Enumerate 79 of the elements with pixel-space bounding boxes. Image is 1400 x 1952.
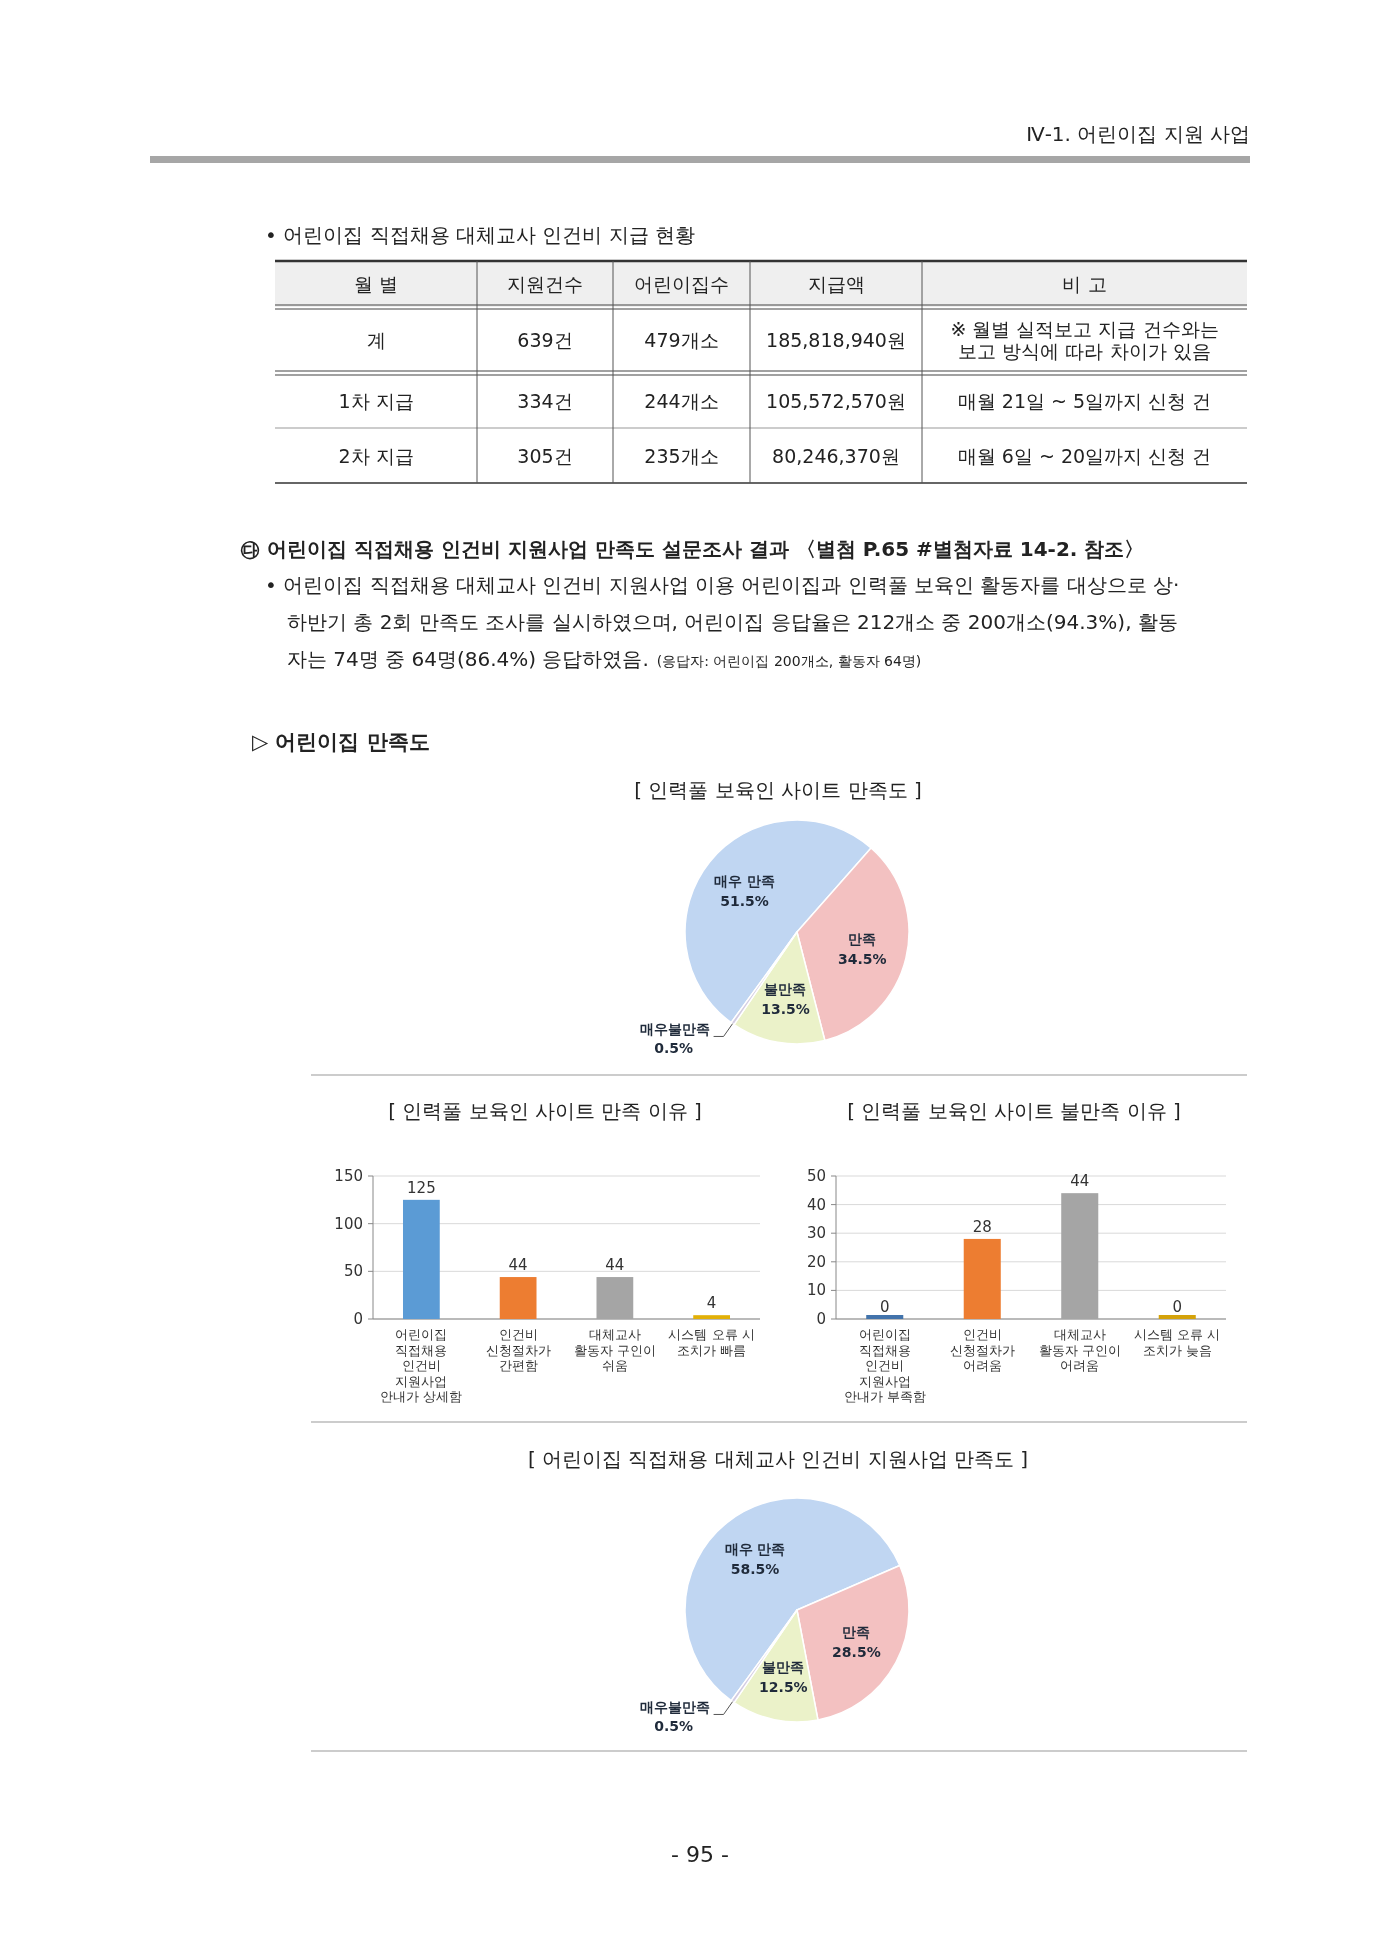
chart-title: [ 인력풀 보육인 사이트 불만족 이유 ] [847,1099,1181,1123]
data-label: 44 [508,1256,528,1275]
data-label: 28.5% [832,1644,881,1661]
slice-label: 매우 만족 [714,872,775,889]
data-label: 58.5% [730,1560,780,1577]
category-label: 월 별 [353,273,399,295]
text: 매월 21일 ~ 5일까지 신청 건 [957,389,1212,412]
category-label: 계 [366,329,386,351]
x-tick-label: 시스템 오류 시 조치가 빠름 [668,1327,755,1358]
x-tick-label: 인건비 신청절차가 어려움 [949,1327,1015,1374]
category-label: 지원건수 [507,273,583,295]
text: 235개소 [644,444,719,467]
x-tick-label: 어린이집 직접채용 인건비 지원사업 안내가 부족함 [843,1327,926,1405]
text: • 어린이집 직접채용 대체교사 인건비 지원사업 이용 어린이집과 인력풀 보육인 활동자를 대상으로 상· [265,573,1180,597]
slice-label: 매우불만족 [639,1699,710,1716]
data-label: 12.5% [759,1678,808,1695]
text: 244개소 [644,389,719,412]
category-label: 2차 지급 [338,444,414,467]
data-label: 51.5% [720,892,769,909]
data-label: 0 [1172,1298,1183,1316]
slice-label: 매우 만족 [724,1540,786,1557]
y-tick-label: 50 [343,1262,363,1281]
text: 305건 [517,444,573,467]
bar [402,1199,440,1319]
category-label: 비 고 [1062,273,1107,295]
x-tick-label: 시스템 오류 시 조치가 늦음 [1134,1327,1221,1358]
chart-title: [ 어린이집 직접채용 대체교사 인건비 지원사업 만족도 ] [527,1447,1029,1471]
slice-label: 만족 [848,930,877,947]
y-tick-label: 0 [353,1310,363,1328]
text: Ⅳ-1. 어린이집 지원 사업 [1026,122,1250,146]
text: 자는 74명 중 64명(86.4%) 응답하였음. [287,647,649,671]
slice-label: 매우불만족 [639,1021,710,1038]
y-tick-label: 0 [816,1310,826,1328]
slice-label: 불만족 [764,981,807,998]
data-label: 0.5% [654,1718,693,1735]
y-tick-label: 10 [806,1281,826,1300]
slice-label: 만족 [842,1624,871,1641]
data-label: 4 [706,1294,717,1313]
category-label: 어린이집수 [634,273,729,295]
text: 80,246,370원 [772,444,900,467]
data-label: 0 [879,1298,890,1316]
category-label: 1차 지급 [338,389,414,412]
text: (응답자: 어린이집 200개소, 활동자 64명) [656,653,922,669]
x-tick-label: 어린이집 직접채용 인건비 지원사업 안내가 상세함 [380,1327,463,1405]
y-tick-label: 100 [334,1214,363,1233]
data-label: 34.5% [838,950,887,967]
text: ※ 월별 실적보고 지급 건수와는 보고 방식에 따라 차이가 있음 [950,317,1219,363]
data-label: 28 [972,1217,992,1236]
text: 105,572,570원 [766,389,906,412]
y-tick-label: 30 [806,1224,826,1243]
bar [693,1315,731,1319]
y-tick-label: 20 [806,1252,826,1271]
slice-label: 불만족 [762,1658,805,1675]
bar [596,1277,634,1319]
data-label: 44 [1070,1172,1090,1191]
data-label: 44 [605,1256,625,1275]
x-tick-label: 대체교사 활동자 구인이 어려움 [1038,1327,1121,1374]
text: 185,818,940원 [766,329,906,351]
x-tick-label: 인건비 신청절차가 간편함 [485,1327,551,1374]
text: - 95 - [671,1842,729,1867]
data-label: 0.5% [654,1040,693,1057]
y-tick-label: 50 [806,1167,826,1185]
text: 479개소 [644,329,719,351]
text: 639건 [517,329,573,351]
text: 하반기 총 2회 만족도 조사를 실시하였으며, 어린이집 응답율은 212개소 중 200개소(94.3%), 활동 [287,610,1178,634]
x-tick-label: 대체교사 활동자 구인이 쉬움 [573,1327,656,1374]
text: • 어린이집 직접채용 대체교사 인건비 지급 현황 [265,223,695,247]
y-tick-label: 150 [334,1167,363,1185]
chart-title: [ 인력풀 보육인 사이트 만족 이유 ] [388,1099,702,1123]
y-tick-label: 40 [806,1195,826,1214]
category-label: 지급액 [807,273,865,295]
data-label: 13.5% [761,1001,810,1018]
text: 334건 [517,389,573,412]
text: ▷ 어린이집 만족도 [252,730,430,754]
text: ㉰ 어린이집 직접채용 인건비 지원사업 만족도 설문조사 결과 〈별첨 P.65 #별첨자료 14-2. 참조〉 [240,537,1145,561]
chart-title: [ 인력풀 보육인 사이트 만족도 ] [634,778,922,802]
data-label: 125 [407,1178,436,1197]
text: 매월 6일 ~ 20일까지 신청 건 [957,444,1212,467]
bar [499,1277,537,1319]
